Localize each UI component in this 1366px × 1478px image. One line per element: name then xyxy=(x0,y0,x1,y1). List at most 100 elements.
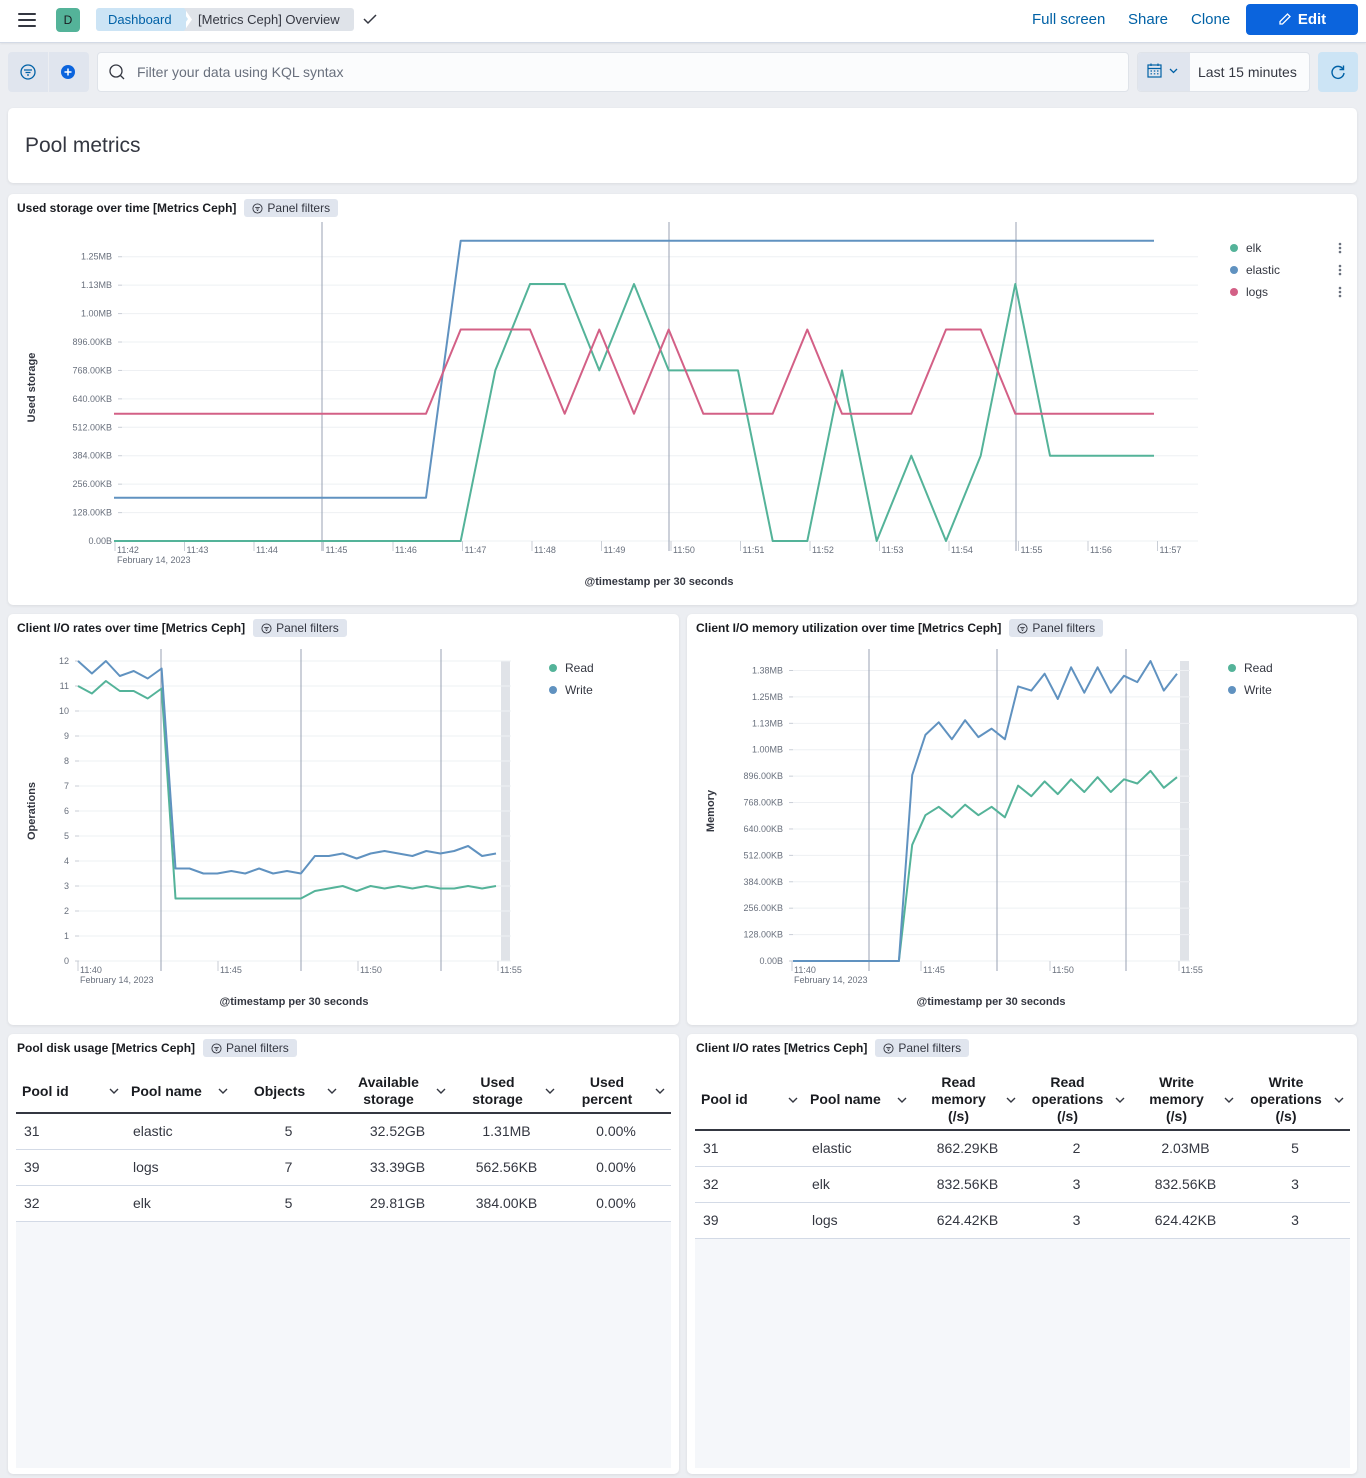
table-cell: 5 xyxy=(234,1185,343,1222)
column-header-cell: Pool id xyxy=(701,1091,798,1108)
column-header-cell: Available storage xyxy=(349,1074,446,1108)
y-tick-label: 3 xyxy=(64,881,69,891)
full-screen-link[interactable]: Full screen xyxy=(1032,11,1106,28)
filter-menu-button[interactable] xyxy=(8,52,48,92)
table-cell: 32.52GB xyxy=(343,1113,452,1150)
calendar-icon xyxy=(1147,63,1178,78)
x-tick-label: 11:47 xyxy=(465,545,487,555)
chevron-down-icon[interactable] xyxy=(109,1086,119,1096)
table-cell: 2 xyxy=(1022,1130,1131,1167)
column-header[interactable]: Available storage xyxy=(343,1070,452,1114)
column-header[interactable]: Read operations (/s) xyxy=(1022,1070,1131,1131)
series-line-elastic xyxy=(114,239,1154,499)
x-tick-label: 11:44 xyxy=(256,545,278,555)
table-cell: 384.00KB xyxy=(452,1185,561,1222)
breadcrumb-dashboard[interactable]: Dashboard xyxy=(96,8,186,31)
column-header[interactable]: Pool id xyxy=(16,1070,125,1114)
column-header-cell: Pool id xyxy=(22,1083,119,1100)
space-avatar[interactable]: D xyxy=(56,8,80,32)
legend-dot-elastic xyxy=(1230,266,1238,274)
chevron-down-icon[interactable] xyxy=(436,1086,446,1096)
x-axis-title: @timestamp per 30 seconds xyxy=(220,996,369,1008)
column-header[interactable]: Read memory (/s) xyxy=(913,1070,1022,1131)
menu-icon[interactable] xyxy=(18,13,36,27)
column-header[interactable]: Used storage xyxy=(452,1070,561,1114)
y-tick-label: 896.00KB xyxy=(743,771,783,781)
table-cell: 3 xyxy=(1240,1166,1350,1203)
column-header-cell: Write operations (/s) xyxy=(1246,1074,1344,1125)
x-tick-label: 11:50 xyxy=(1052,965,1074,975)
chevron-down-icon[interactable] xyxy=(1006,1095,1016,1105)
edit-label: Edit xyxy=(1297,11,1327,28)
panel-filters-badge[interactable]: Panel filters xyxy=(1009,619,1104,637)
column-header[interactable]: Write operations (/s) xyxy=(1240,1070,1350,1131)
y-tick-label: 128.00KB xyxy=(743,930,783,940)
column-header[interactable]: Pool name xyxy=(804,1070,913,1131)
y-tick-label: 128.00KB xyxy=(72,508,112,518)
column-header[interactable]: Write memory (/s) xyxy=(1131,1070,1240,1131)
chevron-down-icon[interactable] xyxy=(897,1095,907,1105)
y-tick-label: 9 xyxy=(64,731,69,741)
legend-dot-write xyxy=(1228,686,1236,694)
chevron-down-icon[interactable] xyxy=(655,1086,665,1096)
clone-link[interactable]: Clone xyxy=(1191,11,1231,28)
chevron-down-icon[interactable] xyxy=(545,1086,555,1096)
table-row: 32 elk 832.56KB 3 832.56KB 3 xyxy=(695,1166,1350,1203)
io-memory-chart[interactable]: 0.00B 128.00KB 256.00KB 384.00KB 512.00KB 640… xyxy=(687,614,1357,1025)
edit-button[interactable]: Edit xyxy=(1246,4,1358,35)
y-tick-label: 640.00KB xyxy=(743,824,783,834)
chevron-down-icon[interactable] xyxy=(327,1086,337,1096)
x-tick-label: 11:45 xyxy=(923,965,945,975)
breadcrumb-separator xyxy=(180,8,188,30)
refresh-icon xyxy=(1331,65,1345,79)
chevron-down-icon[interactable] xyxy=(218,1086,228,1096)
x-tick-label: 11:55 xyxy=(1181,965,1203,975)
column-header[interactable]: Pool name xyxy=(125,1070,234,1114)
filter-icon xyxy=(261,623,272,634)
add-filter-button[interactable] xyxy=(49,52,89,92)
panel-filters-badge[interactable]: Panel filters xyxy=(244,199,339,217)
column-header[interactable]: Objects xyxy=(234,1070,343,1114)
chevron-down-icon[interactable] xyxy=(1224,1095,1234,1105)
x-tick-label: 11:50 xyxy=(360,965,382,975)
panel-filters-badge[interactable]: Panel filters xyxy=(253,619,347,637)
top-nav-bar: D Dashboard [Metrics Ceph] Overview Full… xyxy=(0,0,1366,43)
column-header-cell: Pool name xyxy=(131,1083,228,1100)
share-link[interactable]: Share xyxy=(1128,11,1169,28)
chevron-down-icon[interactable] xyxy=(1334,1095,1344,1105)
y-tick-label: 256.00KB xyxy=(743,903,783,913)
column-header-label: Pool id xyxy=(701,1091,748,1107)
y-tick-label: 512.00KB xyxy=(72,422,112,432)
kql-search-input[interactable]: Filter your data using KQL syntax xyxy=(97,52,1129,92)
chevron-down-icon[interactable] xyxy=(1115,1095,1125,1105)
pencil-icon xyxy=(1279,13,1291,25)
chevron-down-icon[interactable] xyxy=(788,1095,798,1105)
filter-icon xyxy=(20,64,36,80)
search-icon xyxy=(109,64,125,80)
y-tick-label: 1 xyxy=(64,931,69,941)
column-header[interactable]: Pool id xyxy=(695,1070,804,1131)
panel-filters-label: Panel filters xyxy=(898,1041,962,1055)
io-rates-table: Pool id Pool name Read memory (/s) Read ope… xyxy=(695,1070,1350,1239)
time-range-label[interactable]: Last 15 minutes xyxy=(1198,64,1297,80)
column-header[interactable]: Used percent xyxy=(561,1070,671,1114)
panel-title: Client I/O rates [Metrics Ceph] Panel fil… xyxy=(696,1039,970,1057)
x-tick-label: 11:55 xyxy=(1021,545,1043,555)
used-storage-chart[interactable]: 0.00B 128.00KB 256.00KB 384.00KB 512.00KB 640… xyxy=(8,194,1357,605)
table-cell: logs xyxy=(125,1149,234,1186)
table-cell: 32 xyxy=(16,1185,125,1222)
quick-menu-button[interactable] xyxy=(1138,53,1190,91)
x-date-label: February 14, 2023 xyxy=(80,975,154,985)
refresh-button[interactable] xyxy=(1318,52,1358,92)
filter-icon xyxy=(1017,623,1028,634)
panel-filters-badge[interactable]: Panel filters xyxy=(875,1039,970,1057)
search-placeholder: Filter your data using KQL syntax xyxy=(137,64,344,80)
table-cell: elastic xyxy=(125,1113,234,1150)
panel-title: Client I/O memory utilization over time … xyxy=(696,619,1104,637)
panel-filters-badge[interactable]: Panel filters xyxy=(203,1039,297,1057)
date-picker[interactable]: Last 15 minutes xyxy=(1137,52,1310,92)
table-cell: 29.81GB xyxy=(343,1185,452,1222)
check-icon[interactable] xyxy=(362,11,378,27)
x-tick-label: 11:45 xyxy=(326,545,348,555)
